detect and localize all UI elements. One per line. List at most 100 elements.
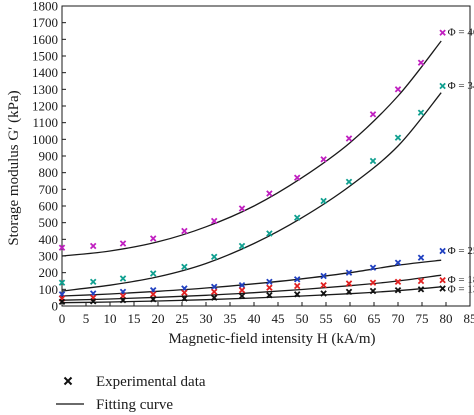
data-point — [293, 214, 301, 221]
data-point — [439, 29, 446, 36]
x-tick-label: 50 — [296, 311, 309, 326]
data-point — [417, 59, 425, 66]
data-point — [394, 286, 402, 294]
data-point-stroke — [320, 197, 327, 205]
series-label: Φ = 46% — [448, 27, 474, 39]
fitting-curves — [61, 40, 442, 304]
data-point-stroke — [58, 244, 66, 251]
data-point-stroke — [210, 283, 218, 291]
data-point-stroke — [149, 270, 157, 277]
data-point-stroke — [58, 298, 66, 306]
data-point-stroke — [238, 292, 246, 300]
y-tick-label: 0 — [52, 299, 59, 314]
x-tick-label: 20 — [152, 311, 165, 326]
series-labels: Φ = 46% Φ = 34% Φ = 25% Φ = 18%Φ = 13% — [448, 27, 474, 296]
x-tick-label: 5 — [83, 311, 90, 326]
data-point-stroke — [293, 291, 301, 298]
data-point — [266, 230, 273, 237]
data-point — [394, 86, 402, 93]
data-point — [345, 288, 353, 296]
data-point-stroke — [89, 298, 97, 305]
data-point-stroke — [394, 86, 402, 93]
data-point-stroke — [266, 230, 273, 237]
data-point — [89, 298, 97, 305]
data-point-stroke — [210, 294, 218, 301]
x-tick-label: 15 — [128, 311, 141, 326]
data-point-stroke — [369, 157, 377, 165]
data-point-stroke — [210, 288, 218, 296]
data-point — [238, 292, 246, 300]
series-label: Φ = 13% — [448, 284, 474, 296]
x-tick-label: 60 — [344, 311, 357, 326]
data-point-stroke — [119, 275, 127, 282]
y-tick-label: 400 — [39, 232, 59, 247]
data-point — [345, 269, 353, 276]
data-point-stroke — [394, 134, 402, 141]
series-label: Φ = 25% — [448, 245, 474, 257]
y-tick-label: 100 — [39, 282, 59, 297]
data-point — [293, 291, 301, 298]
x-tick-label: 25 — [176, 311, 189, 326]
data-point — [119, 275, 127, 282]
data-point — [119, 240, 127, 247]
data-point-stroke — [238, 205, 246, 212]
plot-area-border — [61, 5, 471, 307]
data-point — [439, 247, 446, 255]
y-tick-label: 800 — [39, 165, 59, 180]
data-point-stroke — [320, 290, 327, 297]
x-tick-label: 85 — [464, 311, 474, 326]
x-tick-label: 70 — [392, 311, 405, 326]
data-point-stroke — [369, 279, 377, 286]
data-point — [320, 290, 327, 297]
data-point — [238, 286, 246, 294]
data-point-stroke — [238, 281, 246, 289]
y-tick-label: 700 — [39, 182, 59, 197]
fitting-curve — [61, 40, 442, 257]
y-tick-label: 200 — [39, 265, 59, 280]
x-tick-label: 75 — [416, 311, 429, 326]
y-tick-label: 1300 — [32, 82, 58, 97]
data-point-stroke — [266, 284, 273, 291]
y-tick-label: 300 — [39, 249, 59, 264]
legend-label-fitting: Fitting curve — [96, 397, 173, 413]
data-point-stroke — [181, 295, 188, 302]
data-point-stroke — [345, 288, 353, 296]
data-point — [320, 197, 327, 205]
y-tick-label: 1200 — [32, 99, 58, 114]
data-point-stroke — [439, 276, 446, 284]
data-point-stroke — [293, 276, 301, 283]
data-point — [266, 291, 273, 299]
data-point-stroke — [266, 291, 273, 299]
data-point — [89, 242, 97, 250]
data-point-stroke — [89, 278, 97, 286]
x-tick-label: 10 — [104, 311, 117, 326]
data-points — [58, 29, 446, 306]
data-point-stroke — [119, 240, 127, 247]
y-tick-label: 500 — [39, 215, 59, 230]
data-point — [238, 281, 246, 289]
data-point-stroke — [439, 82, 446, 90]
data-point — [210, 217, 218, 225]
data-point — [369, 279, 377, 286]
data-point — [58, 279, 66, 286]
data-point — [210, 294, 218, 301]
data-point-stroke — [266, 190, 273, 197]
data-point — [439, 285, 446, 292]
data-point — [149, 270, 157, 277]
series-label: Φ = 34% — [448, 80, 474, 92]
data-point — [119, 296, 127, 304]
data-point — [369, 287, 377, 295]
y-tick-label: 1100 — [32, 115, 58, 130]
data-point-stroke — [238, 286, 246, 294]
fitting-curve — [61, 92, 442, 292]
data-point-stroke — [417, 59, 425, 66]
data-point-stroke — [266, 278, 273, 286]
data-point — [345, 178, 353, 186]
data-point — [394, 134, 402, 141]
legend: Experimental data Fitting curve — [56, 374, 206, 413]
data-point — [394, 278, 402, 286]
series-label: Φ = 18% — [448, 274, 474, 286]
data-point — [320, 156, 327, 163]
fitting-curve — [61, 259, 442, 297]
